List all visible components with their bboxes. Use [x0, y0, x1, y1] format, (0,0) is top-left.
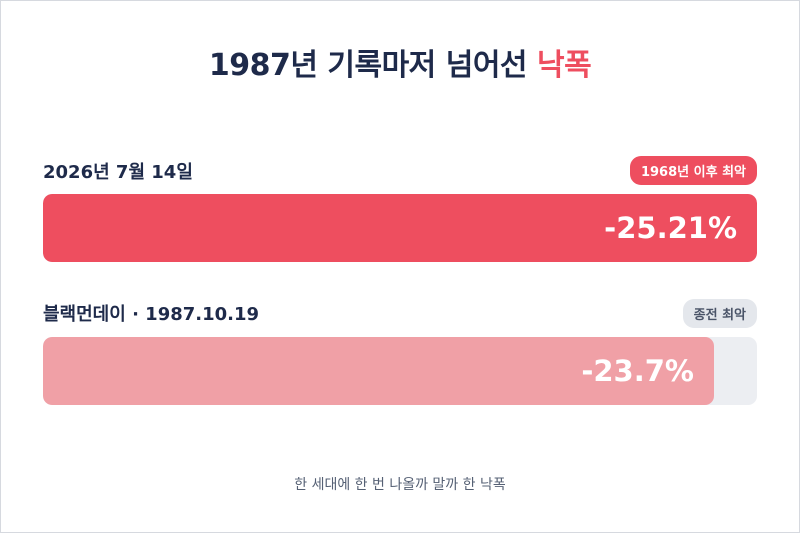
- bar-black-monday-1987: [43, 337, 714, 405]
- footer-caption: 한 세대에 한 번 나올까 말까 한 낙폭: [294, 477, 506, 493]
- bar-track-0: -25.21%: [43, 194, 757, 262]
- bar-2026-07-14: [43, 194, 757, 262]
- badge-worst-since-1968: 1968년 이후 최악: [629, 156, 757, 185]
- title-main: 1987년 기록마저 넘어선: [208, 48, 528, 83]
- bar-value-1: -23.7%: [581, 354, 694, 388]
- title-accent: 낙폭: [536, 48, 592, 83]
- bar-label-1: 블랙먼데이 · 1987.10.19: [43, 304, 260, 325]
- bar-label-0: 2026년 7월 14일: [43, 162, 193, 183]
- bar-track-1: -23.7%: [43, 337, 757, 405]
- bar-value-0: -25.21%: [604, 211, 737, 245]
- badge-previous-worst: 종전 최악: [682, 299, 757, 328]
- page-title: 1987년 기록마저 넘어선 낙폭: [0, 40, 800, 84]
